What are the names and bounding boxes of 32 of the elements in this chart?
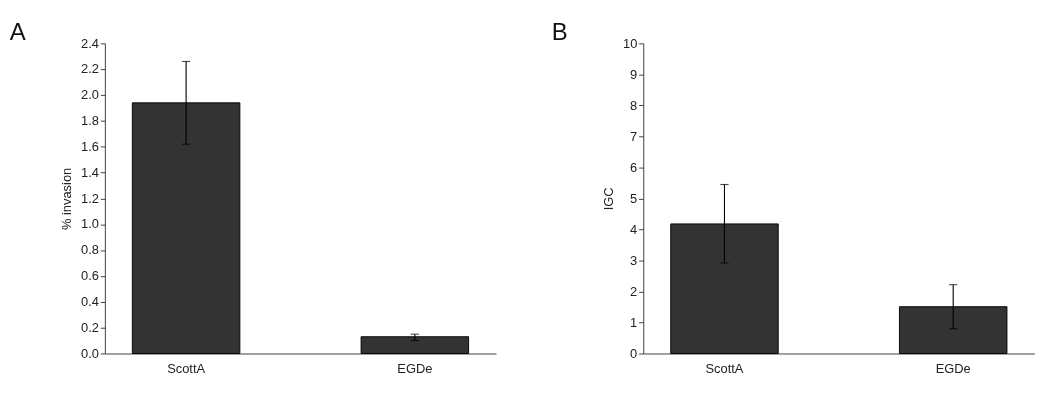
y-tick-label: 9 — [630, 66, 638, 82]
y-axis-title: IGC — [600, 187, 616, 211]
y-tick-label: 2.2 — [81, 61, 99, 77]
y-tick-label: 2 — [630, 283, 638, 299]
y-tick-label: 1.8 — [81, 113, 99, 129]
y-tick-label: 4 — [630, 221, 638, 237]
y-tick-label: 3 — [630, 252, 638, 268]
x-tick-label: ScottA — [167, 361, 206, 377]
y-tick-label: 1 — [630, 314, 638, 330]
y-tick-label: 6 — [630, 159, 638, 175]
y-tick-label: 5 — [630, 190, 638, 206]
x-tick-label: EGDe — [397, 361, 433, 377]
y-tick-label: 0.4 — [81, 293, 99, 309]
y-axis-title: % invasion — [58, 167, 74, 231]
y-tick-label: 0.8 — [81, 242, 99, 258]
y-tick-label: 1.2 — [81, 190, 99, 206]
chart-title: B — [551, 17, 568, 45]
y-tick-label: 7 — [630, 128, 638, 144]
y-tick-label: 2.4 — [81, 35, 99, 51]
y-tick-label: 1.0 — [81, 216, 99, 232]
y-tick-label: 0.0 — [81, 345, 99, 361]
y-tick-label: 1.6 — [81, 138, 99, 154]
y-tick-label: 8 — [630, 97, 638, 113]
y-tick-label: 0 — [630, 345, 638, 361]
y-tick-label: 10 — [622, 35, 638, 51]
x-tick-label: ScottA — [705, 361, 744, 377]
chart-title: A — [9, 17, 26, 45]
y-tick-label: 0.2 — [81, 319, 99, 335]
x-tick-label: EGDe — [935, 361, 971, 377]
y-tick-label: 1.4 — [81, 164, 99, 180]
y-tick-label: 0.6 — [81, 268, 99, 284]
y-tick-label: 2.0 — [81, 87, 99, 103]
